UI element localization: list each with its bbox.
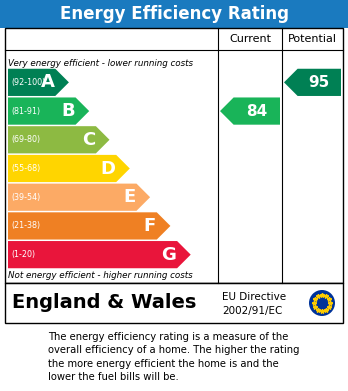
Bar bbox=[0, 0, 348, 28]
Polygon shape bbox=[8, 69, 69, 96]
Text: (69-80): (69-80) bbox=[11, 135, 40, 144]
Text: D: D bbox=[100, 160, 115, 178]
Text: The energy efficiency rating is a measure of the
overall efficiency of a home. T: The energy efficiency rating is a measur… bbox=[48, 332, 300, 382]
Bar bbox=[5, 28, 343, 283]
Text: Very energy efficient - lower running costs: Very energy efficient - lower running co… bbox=[8, 59, 193, 68]
Text: G: G bbox=[161, 246, 176, 264]
Text: (81-91): (81-91) bbox=[11, 107, 40, 116]
Text: (21-38): (21-38) bbox=[11, 221, 40, 230]
Text: A: A bbox=[40, 74, 54, 91]
Polygon shape bbox=[220, 97, 280, 125]
Circle shape bbox=[309, 290, 335, 316]
Text: Not energy efficient - higher running costs: Not energy efficient - higher running co… bbox=[8, 271, 193, 280]
Text: B: B bbox=[61, 102, 74, 120]
Text: (92-100): (92-100) bbox=[11, 78, 45, 87]
Bar bbox=[5, 283, 343, 323]
Text: 2002/91/EC: 2002/91/EC bbox=[222, 306, 282, 316]
Text: E: E bbox=[123, 188, 135, 206]
Text: Energy Efficiency Rating: Energy Efficiency Rating bbox=[60, 5, 288, 23]
Text: Potential: Potential bbox=[288, 34, 337, 44]
Polygon shape bbox=[8, 155, 130, 182]
Text: EU Directive: EU Directive bbox=[222, 292, 286, 302]
Polygon shape bbox=[8, 241, 191, 268]
Text: F: F bbox=[143, 217, 156, 235]
Text: C: C bbox=[82, 131, 95, 149]
Text: (39-54): (39-54) bbox=[11, 193, 40, 202]
Polygon shape bbox=[8, 126, 110, 153]
Text: (1-20): (1-20) bbox=[11, 250, 35, 259]
Text: (55-68): (55-68) bbox=[11, 164, 40, 173]
Polygon shape bbox=[8, 97, 89, 125]
Polygon shape bbox=[8, 184, 150, 211]
Polygon shape bbox=[284, 69, 341, 96]
Text: England & Wales: England & Wales bbox=[12, 294, 196, 312]
Polygon shape bbox=[8, 212, 171, 240]
Text: 95: 95 bbox=[309, 75, 330, 90]
Text: Current: Current bbox=[229, 34, 271, 44]
Text: 84: 84 bbox=[246, 104, 267, 118]
